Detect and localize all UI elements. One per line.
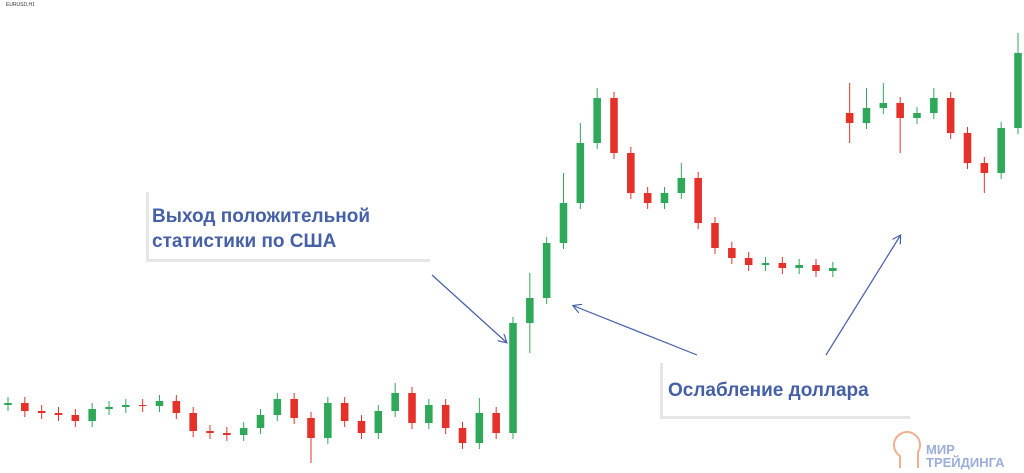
candle-body [441,405,450,428]
annotation-border [146,259,430,262]
symbol: EURUSD,H1 [6,2,35,8]
candle-body [542,243,551,298]
candle-body [913,113,921,118]
annotation-border [660,363,663,419]
candle-body [862,108,871,123]
candle-body [660,193,669,203]
candle-body [1014,53,1022,128]
logo-text: ТРЕЙДИНГА [926,455,1005,470]
candle-body [896,103,904,118]
candle-body [408,393,416,423]
annotation: Выход положительной [152,206,370,227]
candle-body [627,153,635,193]
candle-body [761,263,770,265]
candle-body [340,403,349,421]
candle-body [458,428,467,443]
candle-body [206,431,214,433]
candle-body [71,415,80,421]
candle-body [425,405,433,423]
candle-body [105,407,113,409]
candle-body [374,411,383,433]
candle-body [509,323,517,433]
logo-text: МИР [926,442,955,457]
arrow [431,274,506,342]
candle-body [643,193,652,203]
candle-body [307,418,315,438]
annotation: Ослабление доллара [668,380,869,401]
candle-body [812,265,820,271]
arrow [574,306,698,356]
candle-body [744,258,753,265]
candle-body [54,413,63,415]
candle-body [88,409,96,421]
candle-body [391,393,399,411]
annotation-border [146,192,149,262]
candle-body [475,413,484,443]
candle-body [946,98,955,133]
candle-body [526,298,534,323]
candle-body [21,403,29,411]
logo: МИР ТРЕЙДИНГА [893,431,1005,470]
candle-body [963,133,972,163]
candle-body [256,415,265,428]
candle-body [845,113,854,123]
candle-body [223,433,231,435]
candle-body [593,98,601,143]
candle-body [273,399,282,415]
candle-body [997,128,1005,173]
annotation-border [660,416,910,419]
candle-body [930,98,938,113]
candle-body [4,403,12,405]
candle-body [829,268,837,271]
candle-body [694,178,702,223]
candle-body [795,265,803,268]
candle-body [576,143,585,203]
arrow [825,236,900,356]
candle-body [711,223,719,248]
candle-body [980,163,989,173]
candle-body [290,399,298,418]
candle-body [728,248,736,258]
candle-body [138,405,147,406]
candle-body [778,263,787,268]
candle-body [172,401,181,413]
candle-body [122,405,130,407]
candle-body [492,413,500,433]
candle-body [155,401,164,406]
candles [4,33,1022,463]
candle-body [559,203,568,243]
candle-body [189,413,197,431]
candle-body [239,428,248,435]
candle-body [677,178,686,193]
candle-body [610,98,618,153]
candle-body [324,403,332,438]
candle-body [37,411,46,413]
candle-body [879,103,888,108]
annotation: статистики по США [152,231,337,252]
candle-body [357,421,366,433]
